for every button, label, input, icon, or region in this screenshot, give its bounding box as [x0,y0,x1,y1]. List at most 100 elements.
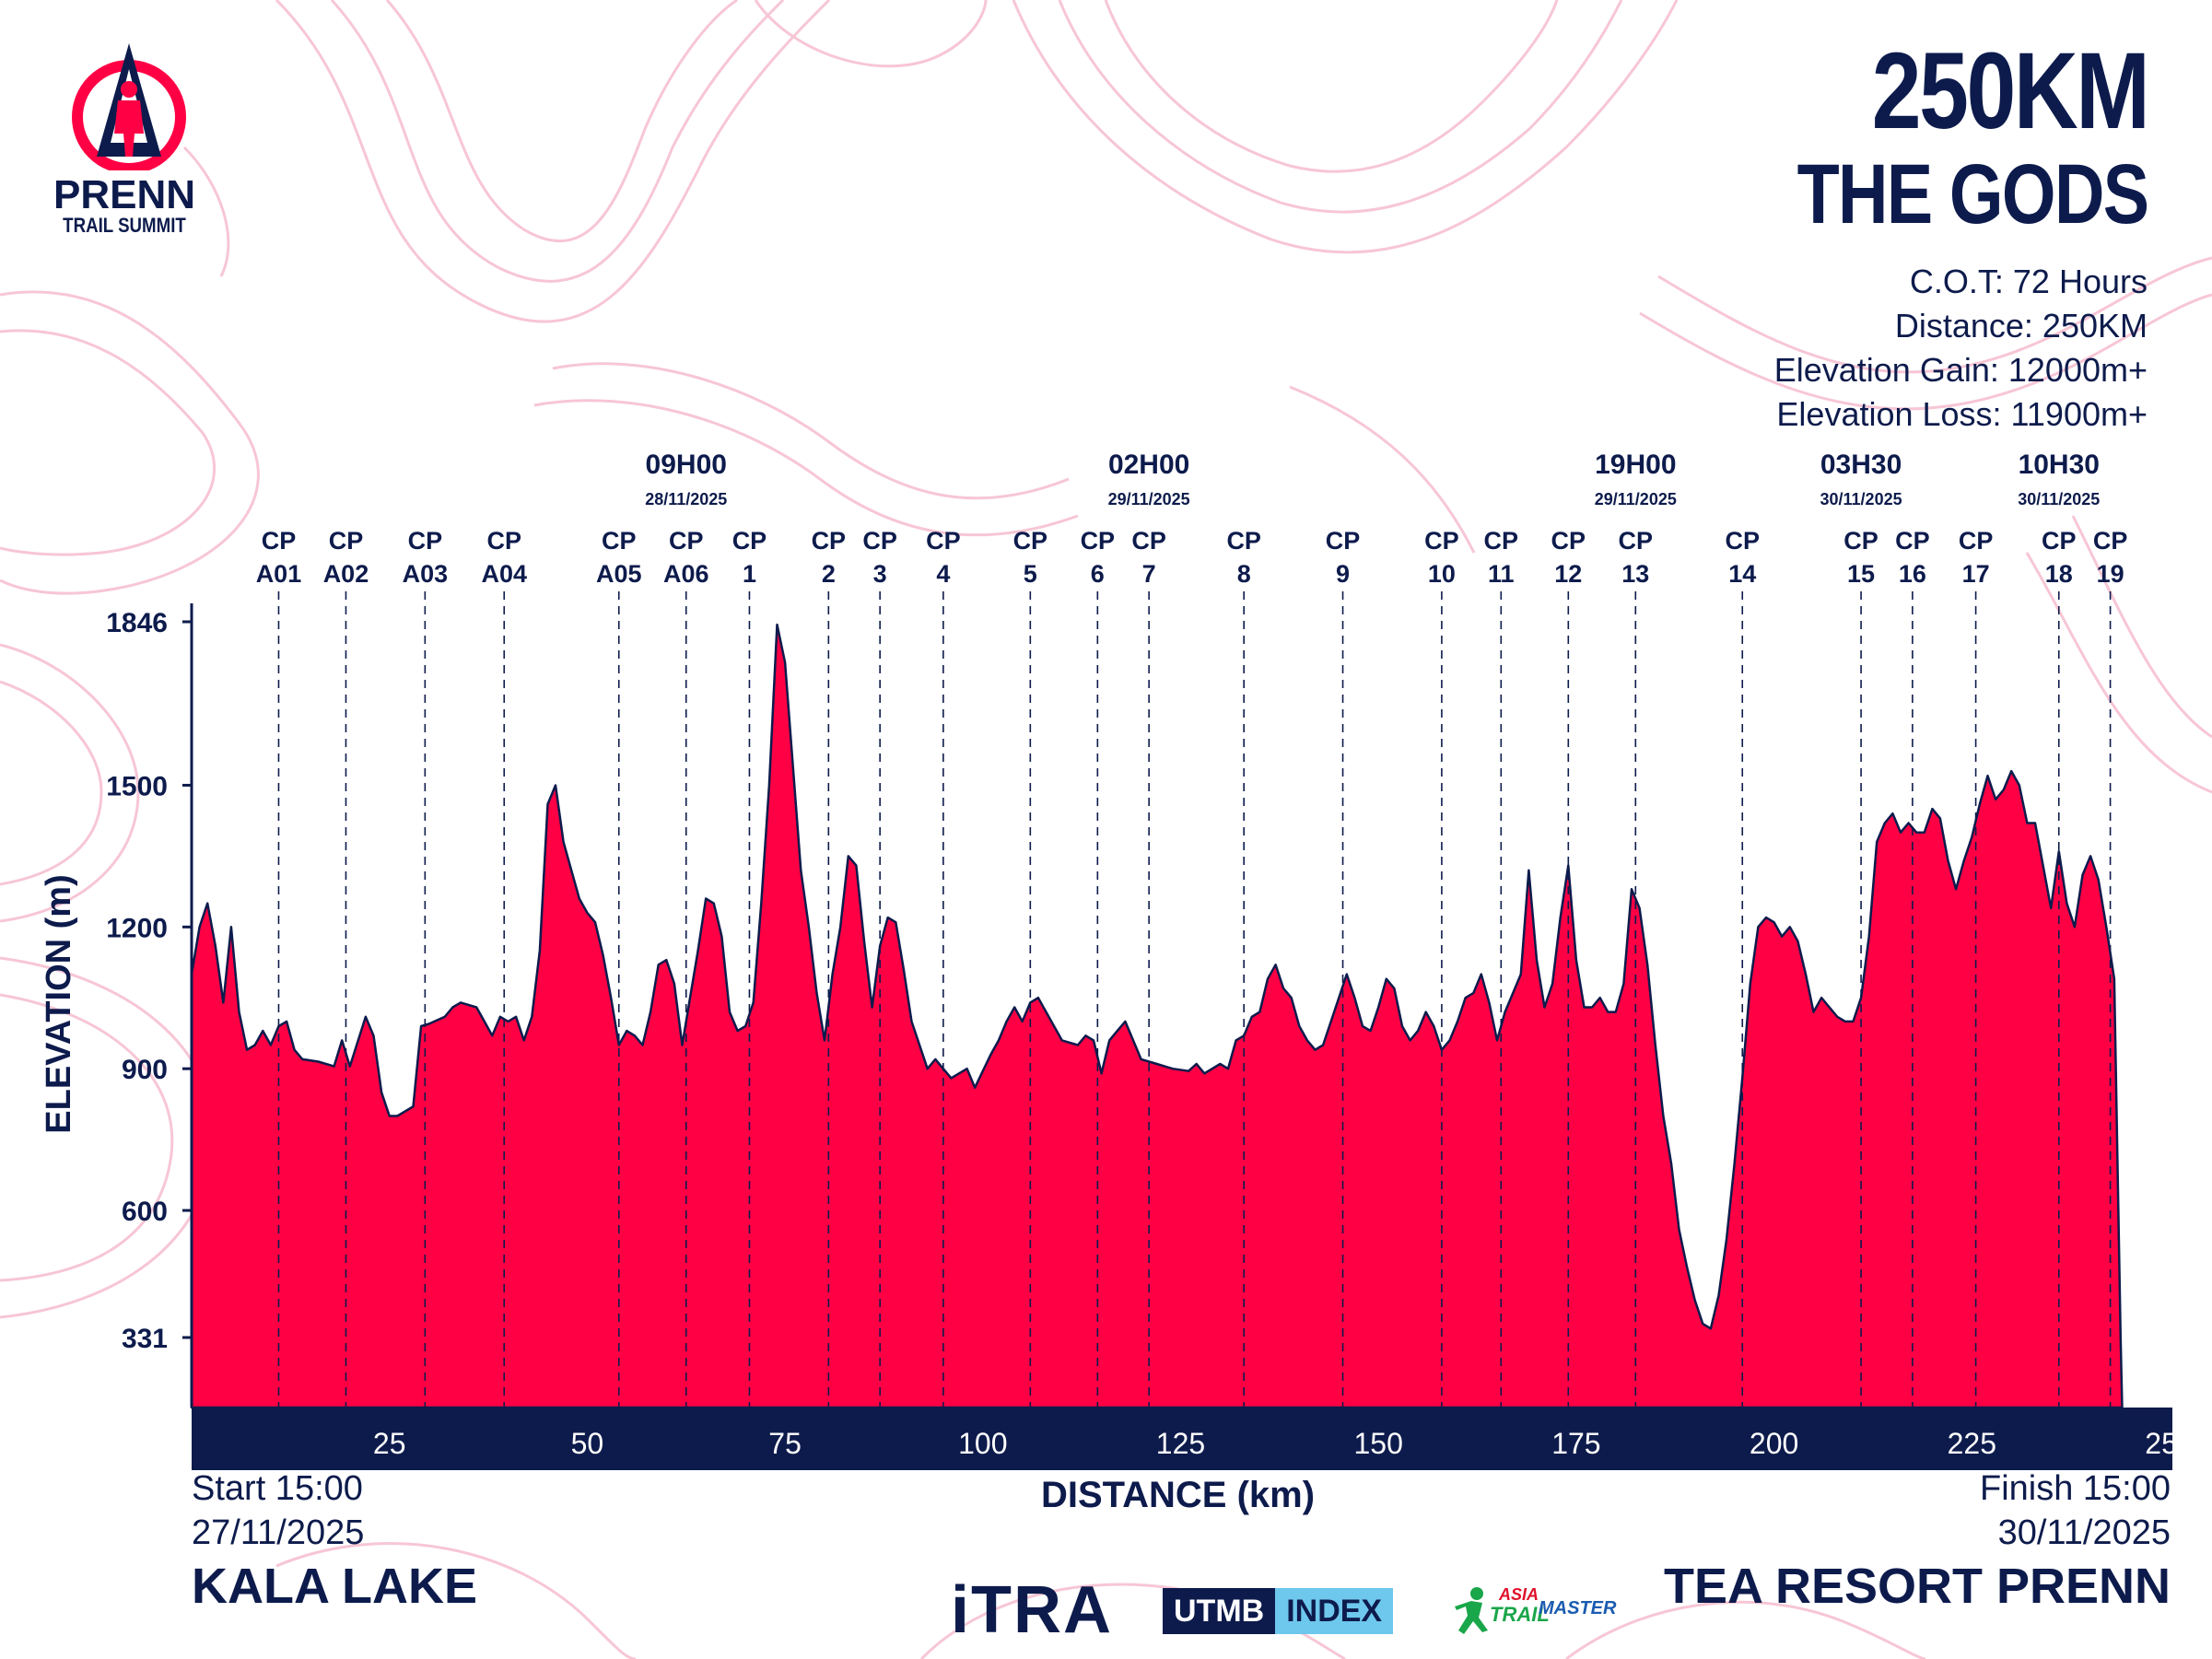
cutoff-labels: 09H00 28/11/2025 02H00 29/11/2025 19H00 29/11… [645,450,2100,508]
finish-time: Finish 15:00 [1979,1469,2171,1508]
checkpoint-label-cp: CP [1895,527,1930,555]
checkpoint-label-cp: CP [1326,527,1361,555]
start-place: KALA LAKE [192,1559,477,1614]
checkpoint-label-10: 10 [1428,560,1456,588]
checkpoint-label-cp: CP [1131,527,1166,555]
checkpoint-label-2: 2 [822,560,836,588]
logo-subtitle: TRAIL SUMMIT [63,214,186,237]
checkpoint-label-cp: CP [862,527,897,555]
x-tick-label: 125 [1156,1427,1205,1460]
checkpoint-label-12: 12 [1554,560,1582,588]
checkpoint-label-a05: A05 [596,560,642,588]
checkpoint-label-cp: CP [602,527,637,555]
asia-trail-master-logo: ASIA TRAIL MASTER [1451,1584,1616,1640]
y-tick-label: 1500 [106,771,168,801]
checkpoint-label-13: 13 [1621,560,1649,588]
checkpoint-label-cp: CP [1013,527,1048,555]
checkpoint-label-cp: CP [262,527,297,555]
checkpoint-labels: CPA01CPA02CPA03CPA04CPA05CPA06CP1CP2CP3C… [256,527,2128,588]
cutoff-time: 09H00 [646,450,727,480]
logo-name: PRENN [53,172,196,217]
cutoff-date: 30/11/2025 [2018,490,2100,508]
prenn-logo [72,43,186,170]
checkpoint-label-1: 1 [743,560,756,588]
race-name-title: THE GODS [1797,147,2149,241]
stat-elevation-loss: Elevation Loss: 11900m+ [1776,395,2148,433]
checkpoint-label-cp: CP [2042,527,2077,555]
checkpoint-label-a03: A03 [403,560,449,588]
checkpoint-label-3: 3 [873,560,887,588]
checkpoint-label-8: 8 [1237,560,1251,588]
checkpoint-label-a06: A06 [663,560,709,588]
trail-text: TRAIL [1490,1603,1550,1626]
cutoff-date: 30/11/2025 [1820,490,1902,508]
y-axis-label: ELEVATION (m) [40,874,78,1133]
y-tick-label: 331 [122,1324,168,1354]
checkpoint-label-cp: CP [732,527,767,555]
runner-icon [1455,1587,1488,1634]
checkpoint-label-19: 19 [2097,560,2124,588]
checkpoint-label-cp: CP [1843,527,1878,555]
checkpoint-label-cp: CP [329,527,364,555]
elevation-area [190,623,2124,1409]
checkpoint-label-cp: CP [408,527,443,555]
checkpoint-label-cp: CP [486,527,521,555]
x-tick-label: 25 [373,1427,406,1460]
finish-place: TEA RESORT PRENN [1663,1559,2171,1614]
checkpoint-label-cp: CP [812,527,847,555]
cutoff-time: 10H30 [2019,450,2100,480]
x-tick-label: 75 [768,1427,802,1460]
x-tick-label: 100 [958,1427,1007,1460]
checkpoint-overlay-lines [277,591,2112,1408]
cutoff-date: 28/11/2025 [645,490,727,508]
stat-distance: Distance: 250KM [1894,307,2148,345]
x-tick-label: 225 [1948,1427,1996,1460]
checkpoint-label-18: 18 [2045,560,2073,588]
y-tick-label: 1846 [106,608,168,638]
x-axis-band [192,1408,2172,1470]
x-axis-ticks: 25 50 75 100 125 150 175 200 225 250 [373,1427,2194,1460]
x-axis-label: DISTANCE (km) [1041,1475,1316,1515]
checkpoint-label-cp: CP [1424,527,1459,555]
utmb-index-logo: UTMB INDEX [1163,1588,1394,1634]
y-tick-label: 900 [122,1055,168,1085]
y-tick-label: 600 [122,1197,168,1227]
start-date: 27/11/2025 [192,1513,365,1552]
checkpoint-label-6: 6 [1091,560,1105,588]
x-tick-label: 200 [1750,1427,1798,1460]
checkpoint-label-cp: CP [1725,527,1760,555]
stat-cot: C.O.T: 72 Hours [1909,263,2148,300]
checkpoint-label-a04: A04 [481,560,527,588]
x-tick-label: 250 [2145,1427,2194,1460]
cutoff-date: 29/11/2025 [1595,490,1677,508]
checkpoint-label-cp: CP [669,527,704,555]
itra-logo: iTRA [951,1573,1113,1647]
checkpoint-label-cp: CP [1619,527,1654,555]
checkpoint-label-cp: CP [2093,527,2128,555]
checkpoint-label-11: 11 [1488,560,1515,588]
checkpoint-label-cp: CP [1551,527,1586,555]
utmb-text: UTMB [1163,1588,1276,1634]
x-tick-label: 175 [1551,1427,1600,1460]
checkpoint-label-4: 4 [936,560,950,588]
race-distance-title: 250KM [1871,30,2149,152]
checkpoint-label-a01: A01 [256,560,302,588]
master-text: MASTER [1539,1598,1617,1618]
checkpoint-label-17: 17 [1962,560,1990,588]
cutoff-time: 03H30 [1820,450,1902,480]
cutoff-time: 19H00 [1595,450,1676,480]
checkpoint-label-cp: CP [1959,527,1994,555]
checkpoint-label-cp: CP [1226,527,1261,555]
checkpoint-label-16: 16 [1899,560,1926,588]
y-axis-ticks: 331 600 900 1200 1500 1846 [106,608,192,1354]
checkpoint-label-a02: A02 [323,560,369,588]
checkpoint-label-9: 9 [1336,560,1350,588]
checkpoint-label-5: 5 [1024,560,1037,588]
checkpoint-label-14: 14 [1728,560,1756,588]
checkpoint-label-7: 7 [1142,560,1156,588]
cutoff-date: 29/11/2025 [1108,490,1190,508]
x-tick-label: 50 [571,1427,604,1460]
cutoff-time: 02H00 [1108,450,1189,480]
index-text: INDEX [1275,1588,1394,1634]
